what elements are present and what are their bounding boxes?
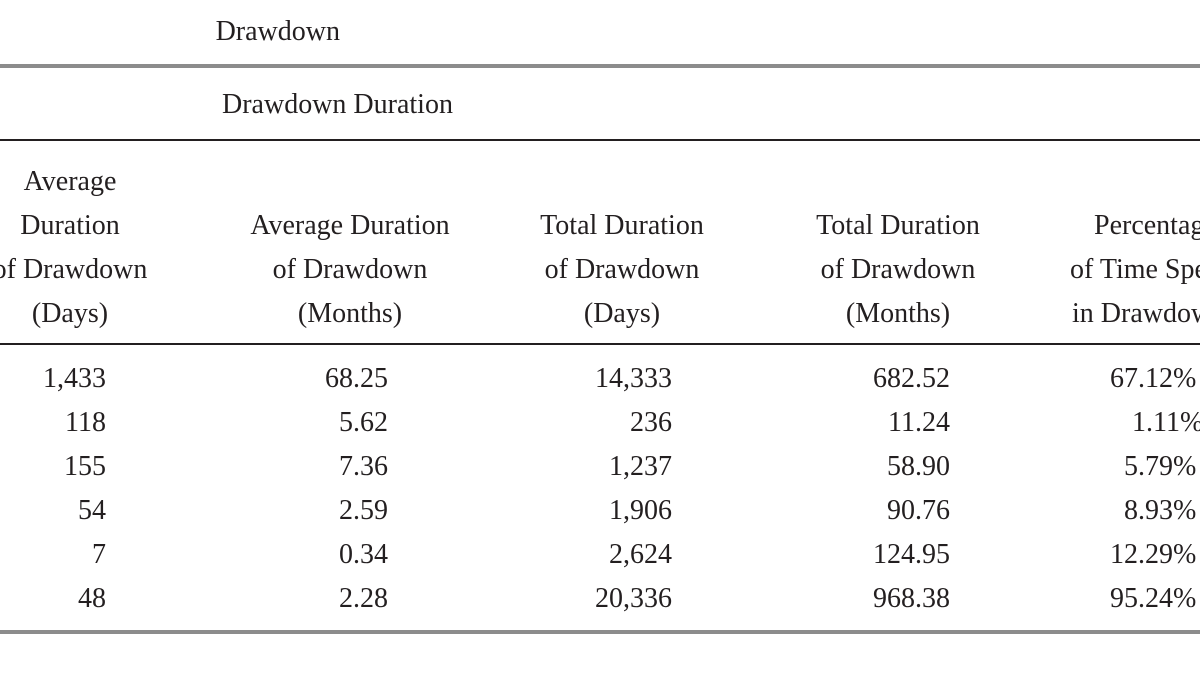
table-cell: 48	[78, 583, 106, 614]
column-values-total-duration-days: 14,333 236 1,237 1,906 2,624 20,336	[520, 357, 672, 621]
header-line: (Days)	[31, 298, 109, 329]
table-cell: 68.25	[325, 363, 388, 394]
header-line: of Drawdown	[272, 254, 428, 285]
header-line: of Time Spent	[1070, 254, 1200, 285]
table-cell: 90.76	[887, 495, 950, 526]
table-cell: 155	[64, 451, 106, 482]
header-line: Total Duration	[816, 210, 980, 241]
table-cell: 968.38	[873, 583, 950, 614]
table-cell: 118	[65, 407, 106, 438]
table-cell: 1,237	[609, 451, 672, 482]
table-caption: Drawdown	[215, 16, 340, 47]
table-cell: 2.28	[339, 583, 388, 614]
table-cell: 1.11%	[1132, 407, 1200, 438]
header-line: of Drawdown	[544, 254, 700, 285]
table-cell: 11.24	[888, 407, 950, 438]
table-cell: 20,336	[595, 583, 672, 614]
table-cell: 12.29%	[1110, 539, 1197, 570]
header-line: Average Duration	[250, 210, 450, 241]
table-cell: 67.12%	[1110, 363, 1197, 394]
header-line: of Drawdown	[0, 254, 148, 285]
table-cell: 0.34	[339, 539, 388, 570]
table-cell: 8.93%	[1124, 495, 1197, 526]
bottom-rule	[0, 630, 1200, 634]
header-line: (Days)	[583, 298, 661, 329]
table-cell: 236	[630, 407, 672, 438]
table-cell: 2.59	[339, 495, 388, 526]
header-line: (Months)	[845, 298, 951, 329]
header-line: of Drawdown	[820, 254, 976, 285]
header-line: Percentage	[1094, 210, 1200, 241]
table-cell: 54	[78, 495, 106, 526]
column-values-percentage-time: 67.12% 1.11% 5.79% 8.93% 12.29% 95.24%	[1060, 357, 1200, 621]
table-cell: 5.62	[339, 407, 388, 438]
table-cell: 5.79%	[1124, 451, 1197, 482]
table-cell: 7.36	[339, 451, 388, 482]
table-cell: 14,333	[595, 363, 672, 394]
header-line: Average	[23, 166, 117, 197]
table-cell: 124.95	[873, 539, 950, 570]
column-values-avg-duration-days: 1,433 118 155 54 7 48	[0, 357, 106, 621]
header-line: in Drawdown	[1072, 298, 1200, 329]
table-cell: 95.24%	[1110, 583, 1197, 614]
top-rule	[0, 64, 1200, 68]
table-cell: 2,624	[609, 539, 672, 570]
group-header-rule	[0, 139, 1200, 141]
header-line: Total Duration	[540, 210, 704, 241]
column-header-total-duration-days: Total Duration of Drawdown (Days)	[502, 160, 742, 336]
header-line: Duration	[20, 210, 120, 241]
header-rule	[0, 343, 1200, 345]
table-cell: 58.90	[887, 451, 950, 482]
table-cell: 1,906	[609, 495, 672, 526]
column-header-avg-duration-months: Average Duration of Drawdown (Months)	[210, 160, 490, 336]
column-values-total-duration-months: 682.52 11.24 58.90 90.76 124.95 968.38	[800, 357, 950, 621]
table-cell: 682.52	[873, 363, 950, 394]
column-values-avg-duration-months: 68.25 5.62 7.36 2.59 0.34 2.28	[250, 357, 388, 621]
column-header-total-duration-months: Total Duration of Drawdown (Months)	[778, 160, 1018, 336]
column-header-avg-duration-days: Average Duration of Drawdown (Days)	[0, 160, 200, 336]
table-cell: 7	[92, 539, 106, 570]
table-cell: 1,433	[43, 363, 106, 394]
group-header: Drawdown Duration	[222, 89, 453, 120]
header-line: (Months)	[297, 298, 403, 329]
column-header-percentage-time: Percentage of Time Spent in Drawdown	[1050, 160, 1200, 336]
